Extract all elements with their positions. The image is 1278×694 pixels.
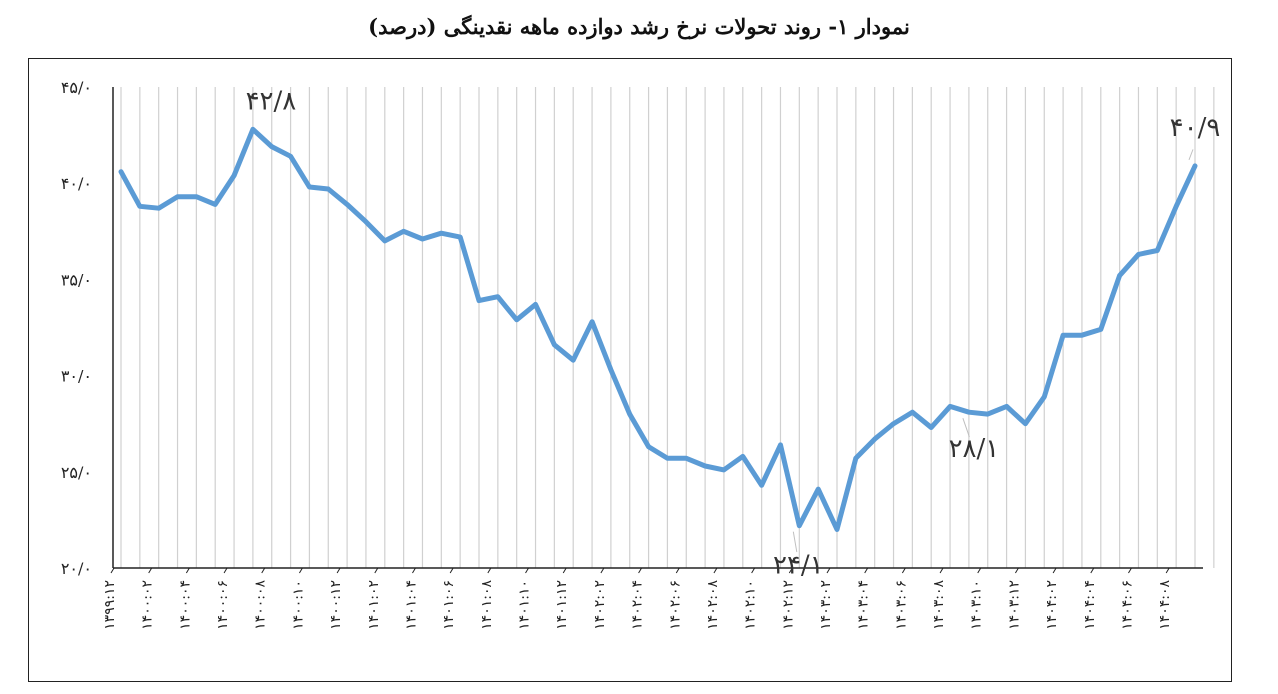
- x-tick-label: ۱۴۰۳:۰۶: [893, 580, 909, 630]
- x-tick-mark: [336, 567, 341, 574]
- x-tick-mark: [901, 567, 906, 574]
- x-tick-mark: [1090, 567, 1095, 574]
- x-tick-label: ۱۴۰۴:۰۴: [1082, 580, 1098, 630]
- x-tick-label: ۱۴۰۰:۱۲: [328, 580, 344, 630]
- x-tick-label: ۱۴۰۰:۰۴: [177, 580, 193, 630]
- y-axis-ticks: ۲۰/۰ ۲۵/۰ ۳۰/۰ ۳۵/۰ ۴۰/۰ ۴۵/۰: [61, 78, 92, 578]
- x-tick-label: ۱۴۰۳:۰۴: [856, 580, 872, 630]
- x-tick-label: ۱۴۰۱:۰۴: [403, 580, 419, 630]
- x-tick-label: ۱۴۰۲:۱۰: [743, 580, 759, 630]
- x-tick-mark: [788, 567, 793, 574]
- x-tick-mark: [977, 567, 982, 574]
- annotation-leader: [792, 531, 798, 553]
- x-tick-label: ۱۴۰۲:۰۸: [705, 580, 721, 630]
- y-tick-label: ۲۵/۰: [61, 463, 92, 482]
- series-line: [118, 126, 1198, 532]
- x-tick-mark: [713, 567, 718, 574]
- annotation-leader: [1188, 149, 1194, 161]
- data-label: ۴۰/۹: [1170, 113, 1221, 143]
- chart-frame: [28, 58, 1232, 682]
- x-tick-mark: [374, 567, 379, 574]
- y-tick-label: ۳۵/۰: [61, 270, 92, 289]
- x-tick-mark: [412, 567, 416, 574]
- x-tick-mark: [148, 567, 153, 574]
- x-tick-mark: [600, 567, 605, 574]
- x-tick-mark: [826, 567, 831, 574]
- x-tick-label: ۱۴۰۴:۰۸: [1157, 580, 1173, 630]
- x-tick-label: ۱۴۰۱:۰۶: [441, 580, 457, 630]
- x-tick-label: ۱۴۰۱:۰۲: [366, 580, 382, 630]
- x-tick-mark: [525, 567, 529, 574]
- x-tick-mark: [939, 567, 944, 574]
- x-tick-label: ۱۴۰۲:۱۲: [780, 580, 796, 630]
- data-label: ۴۲/۸: [246, 86, 297, 116]
- y-tick-label: ۴۰/۰: [61, 174, 92, 193]
- x-tick-mark: [487, 567, 492, 574]
- x-tick-mark: [110, 567, 115, 574]
- x-tick-label: ۱۴۰۳:۰۲: [818, 580, 834, 630]
- data-label: ۲۴/۱: [773, 551, 824, 581]
- x-tick-mark: [298, 567, 303, 574]
- x-tick-mark: [675, 567, 680, 574]
- x-tick-label: ۱۴۰۳:۰۸: [931, 580, 947, 630]
- x-tick-mark: [562, 567, 567, 574]
- x-tick-label: ۱۴۰۳:۱۲: [1006, 580, 1022, 630]
- x-tick-mark: [1052, 567, 1057, 574]
- x-tick-label: ۱۴۰۲:۰۴: [630, 580, 646, 630]
- x-tick-label: ۱۴۰۱:۱۰: [517, 580, 533, 630]
- x-axis-ticks: ۱۳۹۹:۱۲ ۱۴۰۰:۰۲ ۱۴۰۰:۰۴ ۱۴۰۰:۰۶ ۱۴۰۰:۰۸ ۱۴۰۰:…: [102, 567, 1173, 630]
- x-tick-mark: [1165, 567, 1170, 574]
- y-tick-label: ۳۰/۰: [61, 367, 92, 386]
- y-tick-label: ۴۵/۰: [61, 78, 92, 97]
- data-labels: ۴۲/۸ ۲۴/۱ ۲۸/۱ ۴۰/۹: [246, 86, 1221, 580]
- x-tick-mark: [185, 567, 190, 574]
- x-tick-label: ۱۴۰۴:۰۲: [1044, 580, 1060, 630]
- x-tick-label: ۱۴۰۰:۰۶: [215, 580, 231, 630]
- x-tick-mark: [449, 567, 454, 574]
- x-tick-mark: [638, 567, 643, 574]
- axes: [112, 87, 1203, 569]
- x-tick-label: ۱۴۰۳:۱۰: [969, 580, 985, 630]
- x-tick-label: ۱۴۰۴:۰۶: [1119, 580, 1135, 630]
- data-label: ۲۸/۱: [949, 434, 1000, 464]
- x-tick-label: ۱۴۰۱:۰۸: [479, 580, 495, 630]
- x-tick-label: ۱۴۰۰:۱۰: [290, 580, 306, 630]
- x-tick-label: ۱۴۰۱:۱۲: [554, 580, 570, 630]
- x-tick-mark: [751, 567, 756, 574]
- x-tick-mark: [864, 567, 869, 574]
- x-tick-label: ۱۴۰۰:۰۸: [253, 580, 269, 630]
- gridlines: [120, 87, 1215, 568]
- series-layer: [118, 126, 1198, 532]
- x-tick-mark: [1014, 567, 1019, 574]
- y-tick-label: ۲۰/۰: [61, 559, 92, 578]
- annotation-leader: [962, 417, 970, 438]
- chart-title: نمودار ۱- روند تحولات نرخ رشد دوازده ماه…: [368, 14, 910, 39]
- x-tick-label: ۱۴۰۲:۰۶: [667, 580, 683, 630]
- x-tick-mark: [223, 567, 228, 574]
- x-tick-mark: [1128, 567, 1132, 574]
- x-tick-label: ۱۳۹۹:۱۲: [102, 580, 118, 630]
- x-tick-mark: [261, 567, 266, 574]
- x-tick-label: ۱۴۰۲:۰۲: [592, 580, 608, 630]
- x-tick-label: ۱۴۰۰:۰۲: [140, 580, 156, 630]
